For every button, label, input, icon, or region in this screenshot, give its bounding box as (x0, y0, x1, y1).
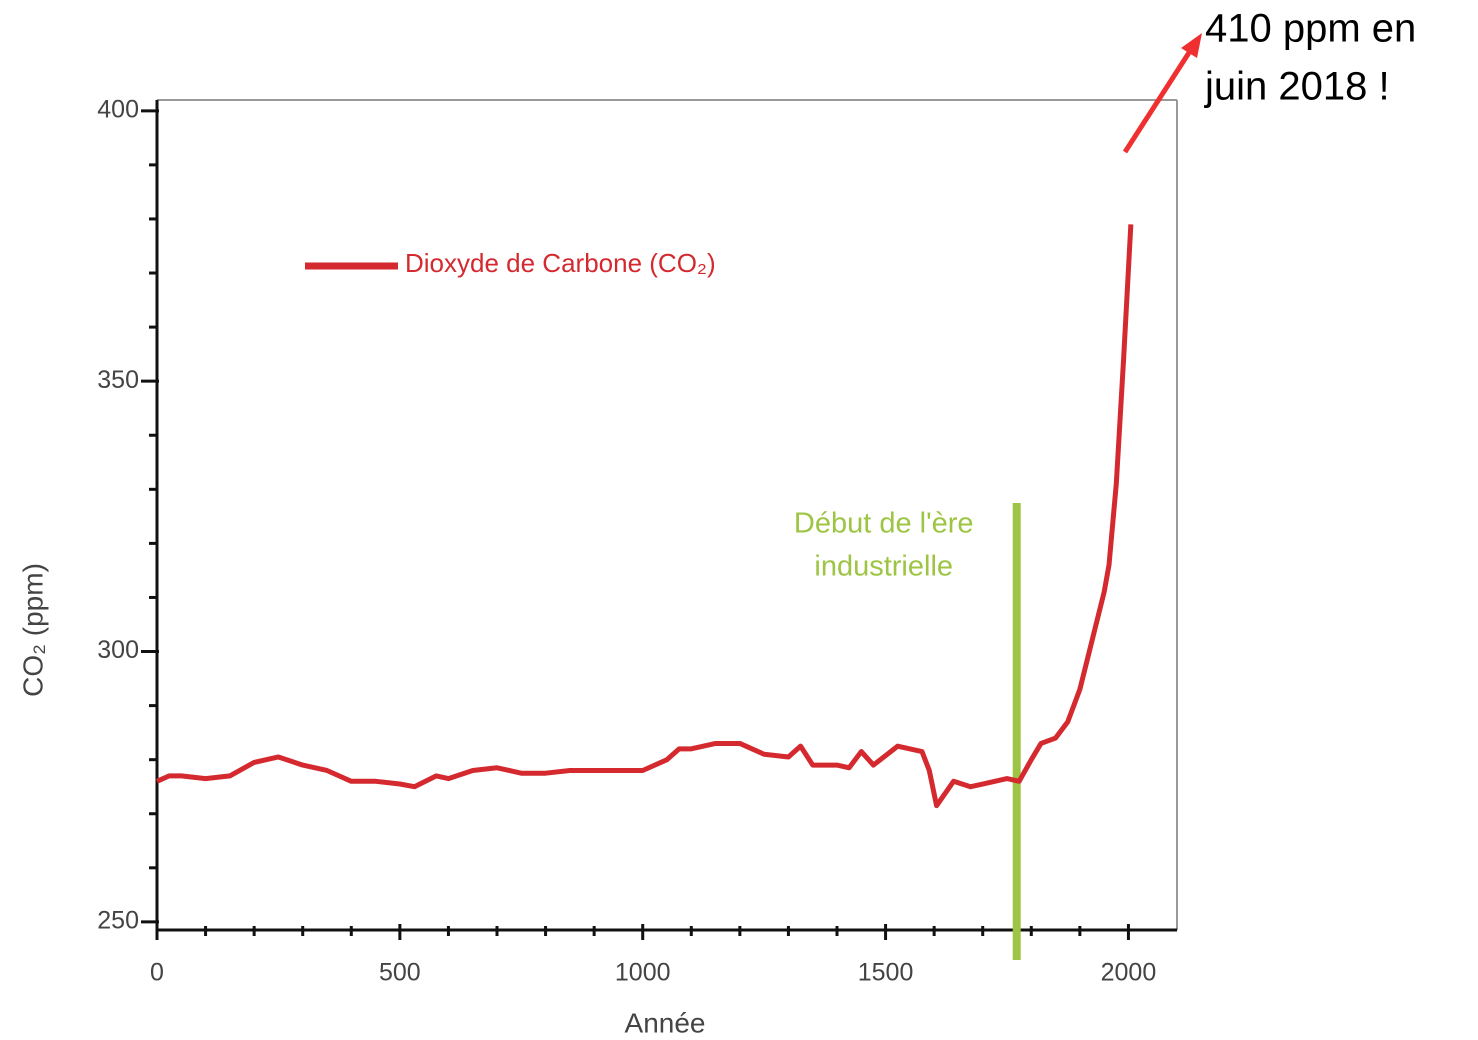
annotation-text: juin 2018 ! (1204, 65, 1390, 109)
x-tick-label: 500 (379, 959, 421, 987)
y-axis-title: CO₂ (ppm) (17, 563, 48, 697)
marker-label: Début de l'ère (794, 508, 974, 540)
marker-label: industrielle (814, 551, 953, 583)
data-line (155, 224, 1134, 809)
annotation-arrow (1122, 46, 1195, 154)
annotation-arrowhead (1181, 33, 1202, 58)
x-tick-label: 2000 (1101, 959, 1157, 987)
annotation-text: 410 ppm en (1205, 7, 1416, 51)
x-axis-title: Année (625, 1007, 706, 1038)
y-tick-label: 350 (97, 366, 139, 394)
x-tick-label: 0 (150, 959, 164, 987)
y-tick-label: 300 (97, 636, 139, 664)
legend-label: Dioxyde de Carbone (CO₂) (405, 248, 716, 278)
x-tick-label: 1500 (858, 959, 914, 987)
x-tick-label: 1000 (615, 959, 671, 987)
y-tick-label: 250 (97, 906, 139, 934)
y-tick-label: 400 (97, 95, 139, 123)
